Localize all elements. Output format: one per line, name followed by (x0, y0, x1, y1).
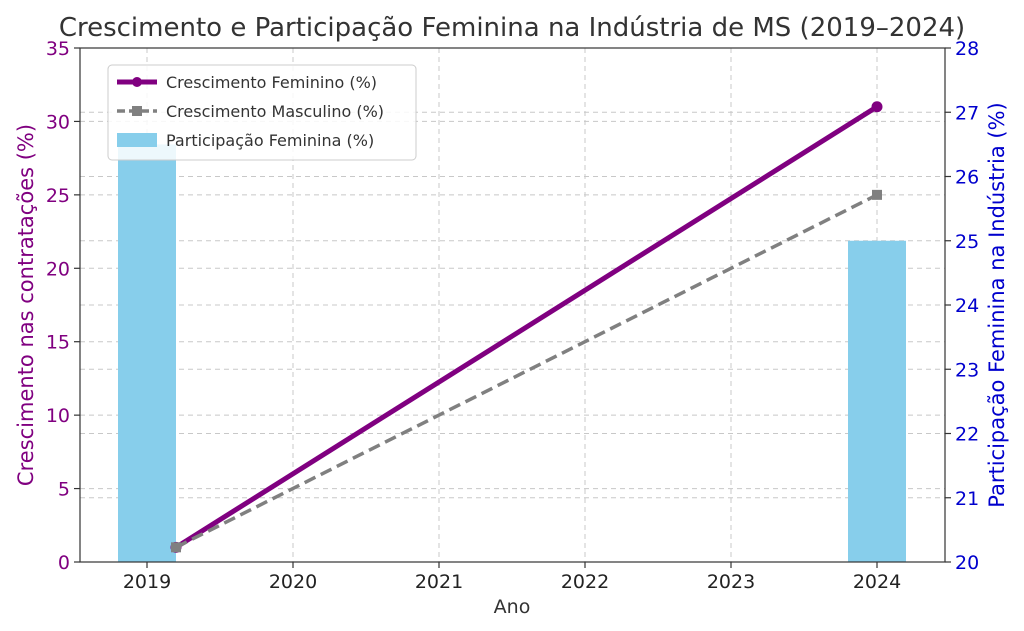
series-line (174, 104, 879, 550)
legend: Crescimento Feminino (%) Crescimento Masc… (107, 64, 417, 161)
legend-label: Crescimento Feminino (%) (166, 73, 377, 92)
y-tick-label-right: 24 (955, 295, 979, 317)
legend-label: Crescimento Masculino (%) (166, 102, 384, 121)
y-tick-label-left: 25 (46, 185, 70, 207)
bar (848, 240, 906, 562)
x-tick-label: 2021 (415, 571, 463, 593)
right-y-axis: 20 21 22 23 24 25 26 27 28 (945, 38, 979, 574)
y-tick-label-right: 21 (955, 488, 979, 510)
bar (118, 144, 176, 562)
y-tick-label-left: 5 (58, 479, 70, 501)
x-tick-label: 2023 (707, 571, 755, 593)
legend-label: Participação Feminina (%) (166, 131, 374, 150)
line-series (170, 101, 883, 553)
x-tick-label: 2022 (561, 571, 609, 593)
legend-swatch (117, 133, 157, 147)
x-tick-label: 2019 (123, 571, 171, 593)
data-point (872, 189, 882, 200)
y-tick-label-left: 30 (46, 111, 70, 133)
y-tick-label-right: 25 (955, 231, 979, 253)
chart-title: Crescimento e Participação Feminina na I… (59, 13, 965, 43)
y-tick-label-right: 28 (955, 38, 979, 60)
y-tick-label-left: 20 (46, 258, 70, 280)
y-tick-label-left: 10 (46, 405, 70, 427)
y-tick-label-right: 27 (955, 102, 979, 124)
left-y-axis: 0 5 10 15 20 25 30 35 (46, 38, 80, 574)
y-tick-label-left: 35 (46, 38, 70, 60)
left-y-axis-label: Crescimento nas contratações (%) (14, 124, 38, 486)
y-tick-label-right: 20 (955, 552, 979, 574)
y-tick-label-right: 26 (955, 167, 979, 189)
right-y-axis-label: Participação Feminina na Indústria (%) (985, 102, 1009, 507)
x-tick-label: 2024 (853, 571, 901, 593)
legend-box (107, 64, 417, 161)
y-tick-label-left: 15 (46, 332, 70, 354)
y-tick-label-right: 22 (955, 424, 979, 446)
series-line (175, 193, 878, 549)
legend-marker (132, 106, 142, 116)
y-tick-label-left: 0 (58, 552, 70, 574)
data-point (871, 101, 883, 113)
x-axis-label: Ano (494, 596, 531, 618)
bar-series (118, 144, 906, 562)
y-tick-label-right: 23 (955, 359, 979, 381)
legend-marker (132, 77, 142, 87)
x-axis: 2019 2020 2021 2022 2023 2024 (123, 562, 901, 593)
data-point (171, 542, 181, 553)
x-tick-label: 2020 (269, 571, 317, 593)
